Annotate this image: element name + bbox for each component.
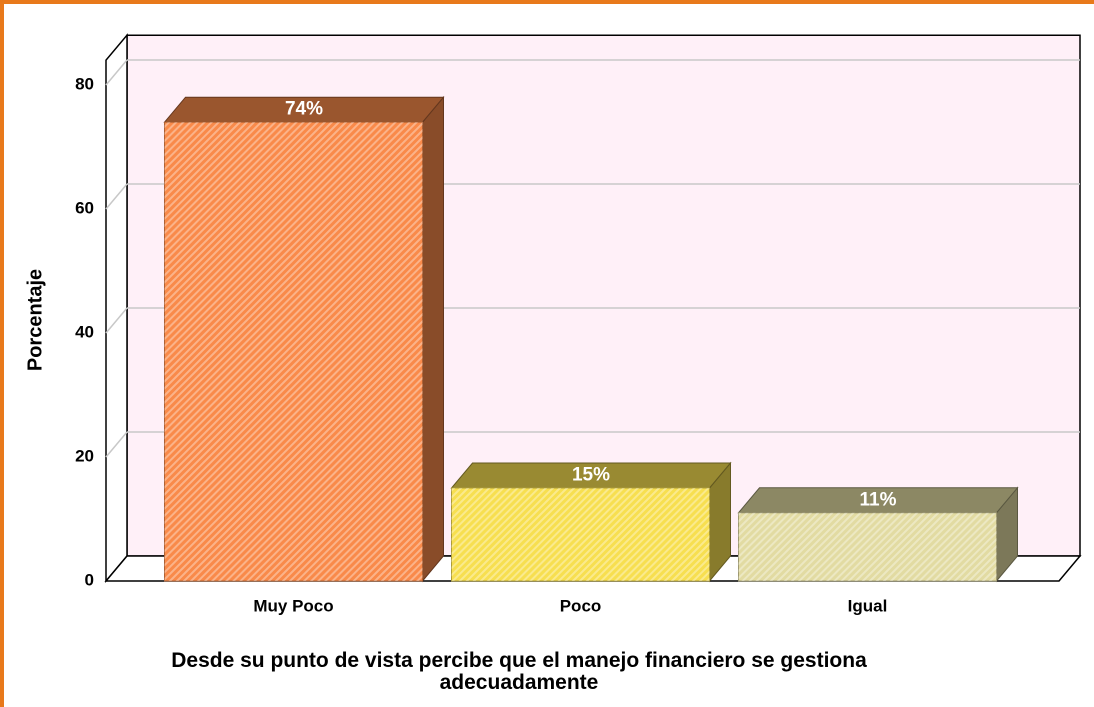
- bar-hatch: [451, 488, 710, 581]
- y-tick-label: 40: [75, 322, 94, 341]
- grid-line: [105, 183, 128, 210]
- bar-side: [422, 95, 444, 583]
- grid-line: [105, 59, 128, 86]
- x-axis-label: Desde su punto de vista percibe que el m…: [171, 649, 867, 694]
- x-tick-label: Muy Poco: [253, 596, 333, 615]
- bar: [163, 95, 445, 583]
- y-tick-label: 60: [75, 198, 94, 217]
- bar: [450, 461, 732, 583]
- bar: [737, 486, 1019, 583]
- bar-hatch: [164, 122, 423, 581]
- y-tick-label: 0: [85, 570, 94, 589]
- y-tick-label: 20: [75, 446, 94, 465]
- grid-line: [105, 431, 128, 458]
- bar-hatch: [738, 512, 997, 581]
- value-label: 11%: [860, 489, 897, 510]
- x-tick-label: Igual: [848, 596, 888, 615]
- value-label: 74%: [285, 99, 323, 120]
- x-tick-label: Poco: [560, 596, 602, 615]
- grid-line: [105, 307, 128, 334]
- left-wall: [105, 33, 128, 584]
- y-axis-label: Porcentaje: [24, 269, 46, 371]
- y-tick-label: 80: [75, 74, 94, 93]
- value-label: 15%: [572, 465, 610, 486]
